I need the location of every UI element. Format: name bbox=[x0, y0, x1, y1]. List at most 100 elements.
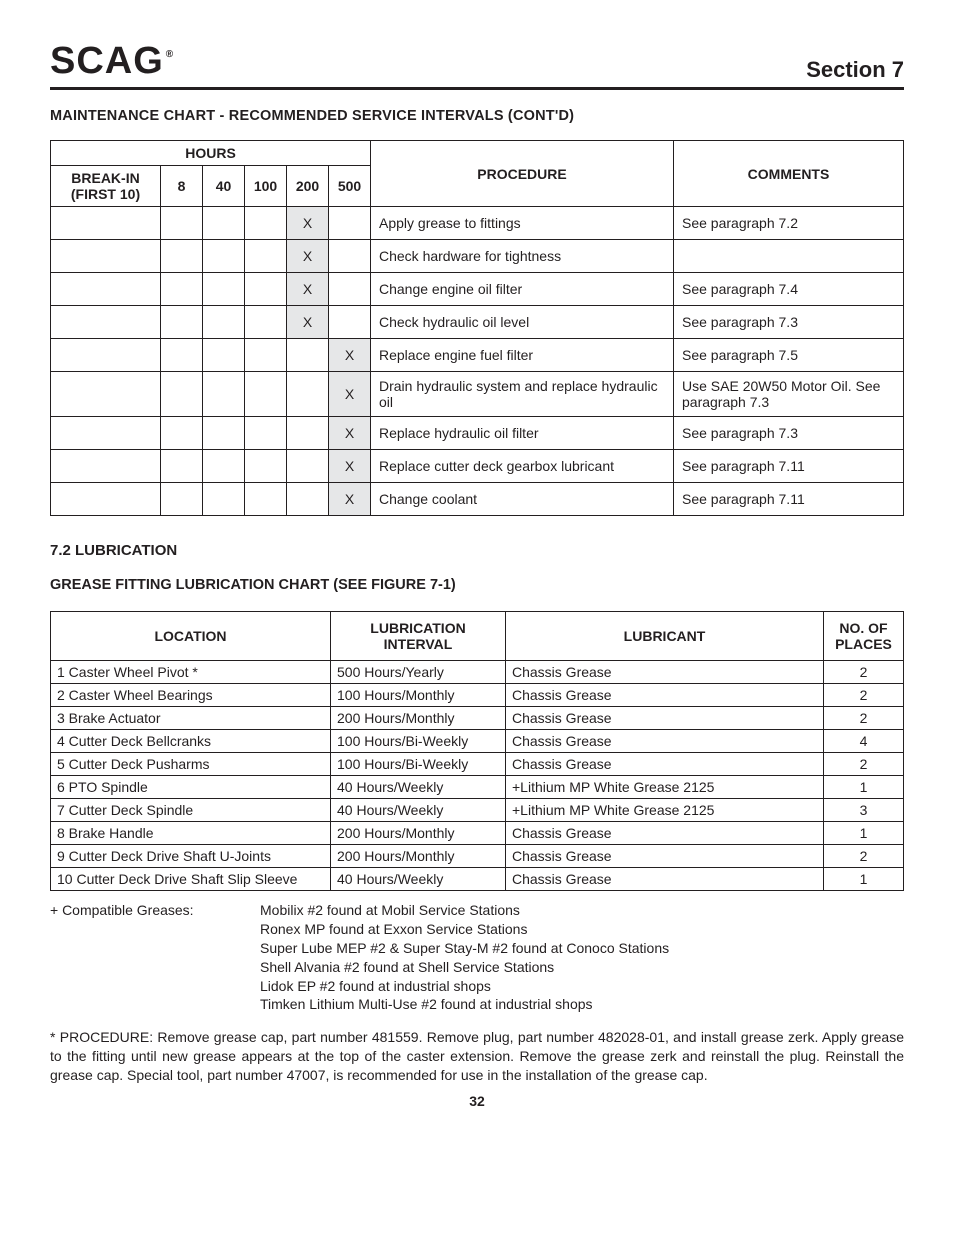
page-number: 32 bbox=[50, 1093, 904, 1109]
hours-cell bbox=[161, 417, 203, 450]
hours-cell bbox=[161, 339, 203, 372]
table-row: 9 Cutter Deck Drive Shaft U-Joints200 Ho… bbox=[51, 845, 904, 868]
lube-cell: Chassis Grease bbox=[506, 845, 824, 868]
comment-cell: Use SAE 20W50 Motor Oil. See paragraph 7… bbox=[674, 372, 904, 417]
lubrication-section-title: 7.2 LUBRICATION bbox=[50, 542, 904, 559]
table-row: XChange engine oil filterSee paragraph 7… bbox=[51, 273, 904, 306]
hours-cell bbox=[329, 273, 371, 306]
hours-cell bbox=[245, 483, 287, 516]
hours-cell bbox=[203, 417, 245, 450]
lube-cell: 200 Hours/Monthly bbox=[331, 707, 506, 730]
grease-line: Shell Alvania #2 found at Shell Service … bbox=[260, 958, 669, 977]
hours-cell bbox=[287, 450, 329, 483]
lube-cell: Chassis Grease bbox=[506, 707, 824, 730]
hours-cell bbox=[245, 207, 287, 240]
lube-cell: 3 bbox=[824, 799, 904, 822]
lube-cell: 100 Hours/Monthly bbox=[331, 684, 506, 707]
maintenance-chart-title: MAINTENANCE CHART - RECOMMENDED SERVICE … bbox=[50, 108, 904, 124]
procedure-cell: Change engine oil filter bbox=[371, 273, 674, 306]
comment-cell: See paragraph 7.4 bbox=[674, 273, 904, 306]
hours-cell bbox=[51, 450, 161, 483]
breakin-header: BREAK-IN (FIRST 10) bbox=[51, 166, 161, 207]
hours-cell bbox=[161, 372, 203, 417]
hours-cell bbox=[203, 306, 245, 339]
procedure-cell: Replace hydraulic oil filter bbox=[371, 417, 674, 450]
hours-cell bbox=[287, 339, 329, 372]
hours-cell bbox=[245, 450, 287, 483]
lube-cell: Chassis Grease bbox=[506, 868, 824, 891]
lube-cell: 1 bbox=[824, 822, 904, 845]
lube-cell: 2 bbox=[824, 753, 904, 776]
hours-cell bbox=[245, 339, 287, 372]
hours-cell bbox=[161, 450, 203, 483]
procedure-cell: Change coolant bbox=[371, 483, 674, 516]
hours-cell: X bbox=[329, 483, 371, 516]
hours-cell bbox=[161, 240, 203, 273]
hours-cell bbox=[287, 417, 329, 450]
procedure-cell: Check hardware for tightness bbox=[371, 240, 674, 273]
hours-cell bbox=[203, 450, 245, 483]
hours-cell bbox=[245, 417, 287, 450]
lube-cell: 6 PTO Spindle bbox=[51, 776, 331, 799]
places-header: NO. OF PLACES bbox=[824, 612, 904, 661]
hours-cell bbox=[203, 372, 245, 417]
comment-cell: See paragraph 7.11 bbox=[674, 450, 904, 483]
grease-line: Timken Lithium Multi-Use #2 found at ind… bbox=[260, 995, 669, 1014]
hours-cell: X bbox=[329, 417, 371, 450]
table-row: 7 Cutter Deck Spindle40 Hours/Weekly+Lit… bbox=[51, 799, 904, 822]
h40-header: 40 bbox=[203, 166, 245, 207]
lube-cell: 200 Hours/Monthly bbox=[331, 822, 506, 845]
lube-cell: 7 Cutter Deck Spindle bbox=[51, 799, 331, 822]
lube-cell: 1 bbox=[824, 868, 904, 891]
procedure-cell: Check hydraulic oil level bbox=[371, 306, 674, 339]
hours-cell bbox=[161, 483, 203, 516]
grease-line: Mobilix #2 found at Mobil Service Statio… bbox=[260, 901, 669, 920]
lube-cell: 5 Cutter Deck Pusharms bbox=[51, 753, 331, 776]
lube-cell: Chassis Grease bbox=[506, 684, 824, 707]
lube-cell: 8 Brake Handle bbox=[51, 822, 331, 845]
procedure-cell: Apply grease to fittings bbox=[371, 207, 674, 240]
lube-cell: 2 bbox=[824, 707, 904, 730]
table-row: XReplace engine fuel filterSee paragraph… bbox=[51, 339, 904, 372]
table-row: 3 Brake Actuator200 Hours/MonthlyChassis… bbox=[51, 707, 904, 730]
lube-cell: 2 bbox=[824, 661, 904, 684]
lube-cell: 500 Hours/Yearly bbox=[331, 661, 506, 684]
lube-cell: Chassis Grease bbox=[506, 822, 824, 845]
table-row: 8 Brake Handle200 Hours/MonthlyChassis G… bbox=[51, 822, 904, 845]
hours-cell bbox=[51, 372, 161, 417]
hours-cell bbox=[51, 273, 161, 306]
lube-cell: +Lithium MP White Grease 2125 bbox=[506, 799, 824, 822]
comment-cell bbox=[674, 240, 904, 273]
procedure-cell: Replace cutter deck gearbox lubricant bbox=[371, 450, 674, 483]
hours-cell: X bbox=[287, 240, 329, 273]
h500-header: 500 bbox=[329, 166, 371, 207]
table-row: 1 Caster Wheel Pivot *500 Hours/YearlyCh… bbox=[51, 661, 904, 684]
hours-cell: X bbox=[329, 339, 371, 372]
lube-cell: 9 Cutter Deck Drive Shaft U-Joints bbox=[51, 845, 331, 868]
lube-cell: +Lithium MP White Grease 2125 bbox=[506, 776, 824, 799]
hours-cell bbox=[161, 306, 203, 339]
section-label: Section 7 bbox=[806, 57, 904, 83]
lube-cell: 200 Hours/Monthly bbox=[331, 845, 506, 868]
table-row: X Check hardware for tightness bbox=[51, 240, 904, 273]
hours-cell bbox=[245, 273, 287, 306]
h200-header: 200 bbox=[287, 166, 329, 207]
table-row: 6 PTO Spindle40 Hours/Weekly+Lithium MP … bbox=[51, 776, 904, 799]
h8-header: 8 bbox=[161, 166, 203, 207]
comment-cell: See paragraph 7.3 bbox=[674, 306, 904, 339]
hours-cell bbox=[245, 306, 287, 339]
grease-line: Ronex MP found at Exxon Service Stations bbox=[260, 920, 669, 939]
lube-cell: 40 Hours/Weekly bbox=[331, 776, 506, 799]
hours-cell bbox=[329, 207, 371, 240]
hours-cell bbox=[51, 306, 161, 339]
logo: SCAG ® bbox=[50, 40, 174, 83]
hours-cell bbox=[287, 372, 329, 417]
hours-cell bbox=[51, 207, 161, 240]
lube-cell: 100 Hours/Bi-Weekly bbox=[331, 730, 506, 753]
lube-cell: Chassis Grease bbox=[506, 661, 824, 684]
hours-cell bbox=[203, 273, 245, 306]
compatible-greases-note: + Compatible Greases: Mobilix #2 found a… bbox=[50, 901, 904, 1014]
grease-line: Lidok EP #2 found at industrial shops bbox=[260, 977, 669, 996]
lube-cell: Chassis Grease bbox=[506, 730, 824, 753]
procedure-footnote: * PROCEDURE: Remove grease cap, part num… bbox=[50, 1028, 904, 1085]
